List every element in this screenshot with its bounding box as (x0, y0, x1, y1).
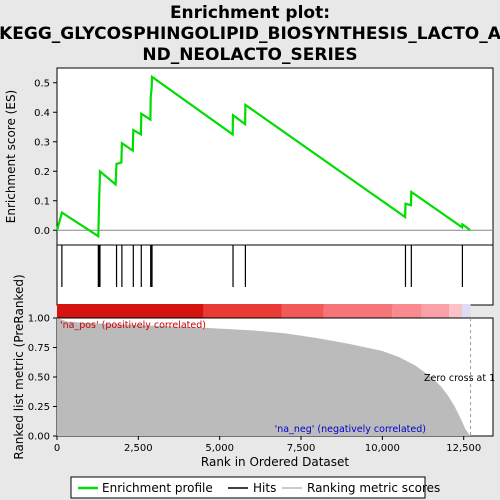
legend-metric-label: Ranking metric scores (307, 481, 440, 495)
rank-y-axis: 0.00 0.25 0.50 0.75 1.00 (28, 314, 57, 443)
heat-segment (462, 304, 471, 318)
heat-segment (323, 304, 393, 318)
rank-ytick-label: 0.50 (28, 373, 50, 384)
ranking-metric-area (57, 318, 471, 436)
es-ylabel: Enrichment score (ES) (4, 90, 18, 223)
ranking-heat-bar (57, 304, 471, 318)
pos-label: 'na_pos' (positively correlated) (60, 320, 206, 331)
rank-xtick-label: 10,000 (365, 443, 400, 454)
heat-segment (449, 304, 463, 318)
enrichment-profile-line (55, 74, 471, 239)
es-ytick-label: 0.2 (34, 167, 50, 178)
es-y-axis: 0.0 0.1 0.2 0.3 0.4 0.5 (34, 78, 57, 237)
heat-segment (203, 304, 282, 318)
heat-segment (421, 304, 450, 318)
rank-ytick-label: 1.00 (28, 314, 50, 325)
es-ytick-label: 0.4 (34, 108, 50, 119)
es-ytick-label: 0.3 (34, 137, 50, 148)
es-panel (56, 67, 494, 246)
neg-label: 'na_neg' (negatively correlated) (275, 424, 426, 435)
rank-xlabel: Rank in Ordered Dataset (201, 455, 349, 469)
title-line-1: Enrichment plot: (170, 3, 330, 23)
title-line-2: KEGG_GLYCOSPHINGOLIPID_BIOSYNTHESIS_LACT… (0, 24, 500, 44)
heat-segment (57, 304, 204, 318)
title-line-3: ND_NEOLACTO_SERIES (142, 45, 357, 65)
rank-xtick-label: 12,500 (446, 443, 481, 454)
hits-marks (61, 245, 464, 287)
rank-xtick-label: 2,500 (124, 443, 153, 454)
zero-cross-label: Zero cross at 1 (424, 373, 495, 384)
hits-panel (56, 244, 494, 306)
rank-xtick-label: 7,500 (287, 443, 316, 454)
es-ytick-label: 0.5 (34, 78, 50, 89)
rank-xtick-label: 5,000 (205, 443, 234, 454)
rank-ytick-label: 0.25 (28, 402, 50, 413)
legend-hits-label: Hits (253, 481, 276, 495)
heat-segment (281, 304, 324, 318)
heat-segment (392, 304, 422, 318)
es-ytick-label: 0.1 (34, 196, 50, 207)
legend-enrichment-label: Enrichment profile (102, 481, 213, 495)
rank-ytick-label: 0.00 (28, 432, 50, 443)
rank-ylabel: Ranked list metric (PreRanked) (12, 274, 26, 459)
rank-xtick-label: 0 (54, 443, 60, 454)
rank-x-axis: 0 2,500 5,000 7,500 10,000 12,500 (54, 436, 481, 454)
rank-ytick-label: 0.75 (28, 343, 50, 354)
es-ytick-label: 0.0 (34, 226, 50, 237)
